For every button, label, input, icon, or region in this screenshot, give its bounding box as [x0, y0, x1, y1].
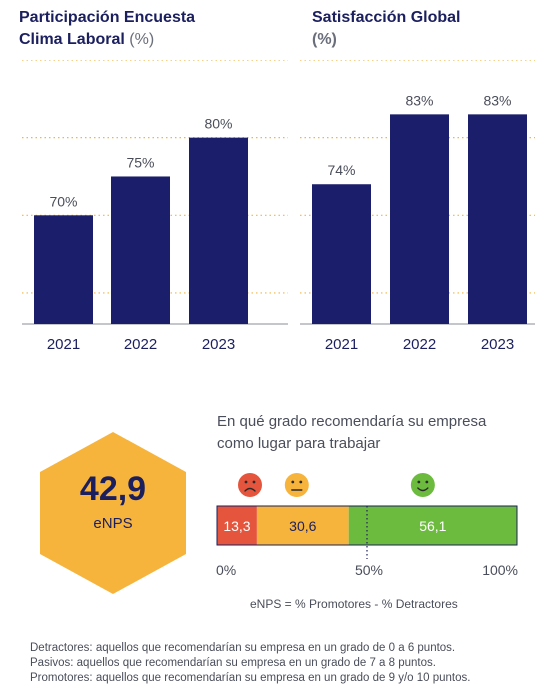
- happy-face-eye-left: [417, 480, 421, 484]
- x-tick-1-2023: 2023: [202, 336, 235, 353]
- chart-1-title-line2-row: Clima Laboral (%): [19, 29, 195, 51]
- happy-face-circle: [410, 473, 435, 497]
- neutral-face-eye-left: [291, 480, 295, 484]
- x-tick-stacked-1: 50%: [355, 562, 383, 578]
- question-line2: como lugar para trabajar: [217, 435, 381, 452]
- segment-label-happy: 56,1: [419, 518, 446, 534]
- segment-neutral: [256, 506, 349, 545]
- neutral-face-eye-right: [299, 480, 303, 484]
- segment-happy: [348, 506, 517, 545]
- x-tick-1-2022: 2022: [124, 336, 157, 353]
- chart-1-title: Participación Encuesta Clima Laboral (%): [19, 7, 195, 51]
- note-promotores: Promotores: aquellos que recomendarían s…: [30, 672, 471, 684]
- bar-1-2021: [34, 215, 93, 324]
- bar-2-2023: [468, 114, 527, 324]
- notes: Detractores: aquellos que recomendarían …: [30, 641, 470, 686]
- x-tick-1-2021: 2021: [47, 336, 80, 353]
- chart-2-title: Satisfacción Global (%): [312, 7, 460, 51]
- neutral-face-icon: [284, 473, 309, 497]
- question-line1: En qué grado recomendaría su empresa: [217, 413, 487, 430]
- chart-1-title-line1: Participación Encuesta: [19, 9, 196, 26]
- segment-label-sad: 13,3: [223, 518, 250, 534]
- neutral-face-circle: [284, 473, 309, 497]
- data-label-2-2021: 74%: [327, 162, 355, 178]
- x-tick-stacked-2: 100%: [482, 562, 518, 578]
- data-label-1-2021: 70%: [49, 193, 77, 209]
- x-tick-2-2022: 2022: [403, 336, 436, 353]
- enps-value: 42,9: [80, 470, 146, 508]
- chart-1-unit: (%): [129, 31, 155, 48]
- chart-2-unit: (%): [312, 31, 337, 48]
- sad-face-icon: [238, 473, 262, 497]
- sad-face-eye-left: [244, 480, 248, 484]
- question: En qué grado recomendaría su empresa com…: [217, 411, 486, 455]
- enps-stacked-bar: 13,3 30,6 56,1 0% 50% 100%: [216, 473, 518, 578]
- sad-face-eye-right: [252, 480, 256, 484]
- sad-face-mouth: [244, 487, 256, 492]
- data-label-2-2023: 83%: [483, 92, 511, 108]
- segment-label-neutral: 30,6: [289, 518, 316, 534]
- x-tick-stacked-0: 0%: [216, 562, 236, 578]
- data-label-2-2022: 83%: [405, 92, 433, 108]
- enps-formula: eNPS = % Promotores - % Detractores: [250, 597, 458, 611]
- bar-1-2022: [111, 176, 170, 324]
- happy-face-eye-right: [425, 480, 429, 484]
- chart-2-title-line1: Satisfacción Global: [312, 9, 461, 26]
- chart-1-title-line2: Clima Laboral: [19, 31, 125, 48]
- note-detractores: Detractores: aquellos que recomendarían …: [30, 642, 456, 654]
- data-label-1-2022: 75%: [126, 154, 154, 170]
- segment-sad: [217, 506, 257, 545]
- happy-face-mouth: [417, 487, 429, 492]
- enps-label: eNPS: [93, 515, 132, 532]
- happy-face-icon: [410, 473, 435, 497]
- hexagon-shape: [40, 432, 186, 594]
- bar-charts: 70% 2021 75% 2022 80% 2023 74% 2021 83% 2022 83% 20…: [22, 60, 535, 353]
- x-tick-2-2021: 2021: [325, 336, 358, 353]
- bar-2-2022: [390, 114, 449, 324]
- note-pasivos: Pasivos: aquellos que recomendarían su e…: [30, 657, 436, 669]
- sad-face-circle: [238, 473, 262, 497]
- x-tick-2-2023: 2023: [481, 336, 514, 353]
- data-label-1-2023: 80%: [204, 116, 232, 132]
- bar-2-2021: [312, 184, 371, 324]
- bar-1-2023: [189, 137, 248, 324]
- enps-hexagon: 42,9 eNPS: [40, 432, 186, 594]
